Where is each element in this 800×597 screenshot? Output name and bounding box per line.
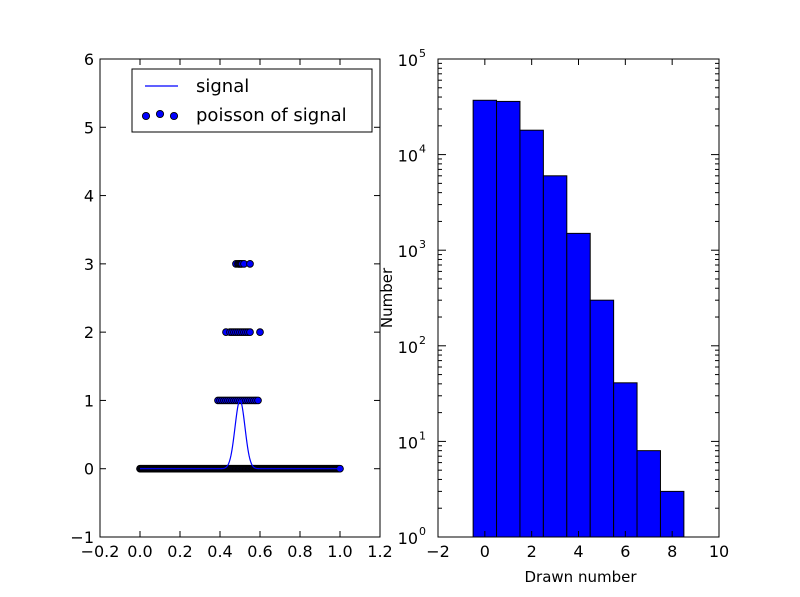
y-tick-label: 4 [84, 187, 94, 206]
x-tick-label: 0.8 [287, 542, 312, 561]
x-tick-label: 10 [709, 542, 729, 561]
y-tick-label: 6 [84, 50, 94, 69]
x-tick-label: 2 [527, 542, 537, 561]
y-tick-label: 10 3 [398, 238, 426, 261]
poisson-point [254, 396, 262, 405]
y-tick-base: 10 [398, 338, 418, 357]
legend-poisson-marker [155, 109, 165, 119]
y-tick-base: 10 [398, 147, 418, 166]
x-tick-label: −0.2 [81, 542, 120, 561]
x-tick-label: 8 [667, 542, 677, 561]
histogram-bar [472, 99, 498, 538]
y-tick-label: 10 0 [398, 525, 426, 548]
y-tick-base: 10 [398, 433, 418, 452]
y-tick-label: 5 [84, 118, 94, 137]
poisson-point [246, 328, 254, 336]
x-tick-label: 4 [573, 542, 583, 561]
x-tick-label: 0.6 [247, 542, 272, 561]
y-tick-exponent: 3 [419, 238, 426, 251]
left-plot: −0.2 0.0 0.2 0.4 0.6 0.8 1.0 1.2 −1 0 1 2 3 4 5 6 signal… [70, 50, 392, 561]
y-tick-base: 10 [398, 51, 418, 70]
legend-poisson-marker [141, 111, 151, 121]
legend-label-signal: signal [196, 76, 249, 97]
legend-box [131, 68, 373, 133]
y-tick-label: 10 2 [398, 334, 426, 357]
x-tick-label: −2 [426, 542, 450, 561]
histogram-bar [636, 450, 661, 538]
histogram-bar [519, 129, 544, 538]
x-tick-label: 6 [620, 542, 630, 561]
y-tick-base: 10 [398, 242, 418, 261]
x-tick-label: 0.0 [127, 542, 152, 561]
x-tick-label: 1.0 [327, 542, 352, 561]
y-tick-label: 0 [84, 460, 94, 479]
y-tick-label: 2 [84, 323, 94, 342]
y-axis-title: Number [378, 267, 396, 328]
poisson-point [256, 328, 264, 336]
y-tick-exponent: 1 [419, 429, 426, 442]
legend-label-poisson: poisson of signal [196, 105, 347, 126]
y-tick-exponent: 5 [419, 47, 426, 60]
y-tick-exponent: 4 [419, 143, 426, 156]
histogram-bar [589, 299, 615, 538]
histogram-bar [542, 175, 568, 538]
y-tick-label: 10 5 [398, 47, 426, 70]
y-tick-label: 10 4 [398, 143, 426, 166]
y-tick-label: 1 [84, 391, 94, 410]
y-tick-label: 10 1 [398, 429, 426, 452]
y-tick-label: 3 [84, 255, 94, 274]
histogram-bar [659, 490, 685, 538]
histogram-bar [566, 232, 591, 538]
y-tick-exponent: 0 [419, 525, 426, 538]
left-plot-frame [99, 58, 381, 538]
signal-line [140, 399, 340, 470]
x-axis-title: Drawn number [525, 568, 638, 586]
y-tick-base: 10 [398, 529, 418, 548]
legend: signal poisson of signal [131, 68, 373, 133]
poisson-point [246, 260, 254, 268]
histogram-bar [496, 100, 521, 538]
histogram-bar [613, 382, 638, 538]
x-tick-label: 0.2 [167, 542, 192, 561]
legend-poisson-marker [169, 111, 179, 121]
y-tick-label: −1 [70, 528, 94, 547]
x-tick-label: 1.2 [367, 542, 392, 561]
y-tick-exponent: 2 [419, 334, 426, 347]
x-tick-label: 0.4 [207, 542, 232, 561]
x-tick-label: 0 [480, 542, 490, 561]
